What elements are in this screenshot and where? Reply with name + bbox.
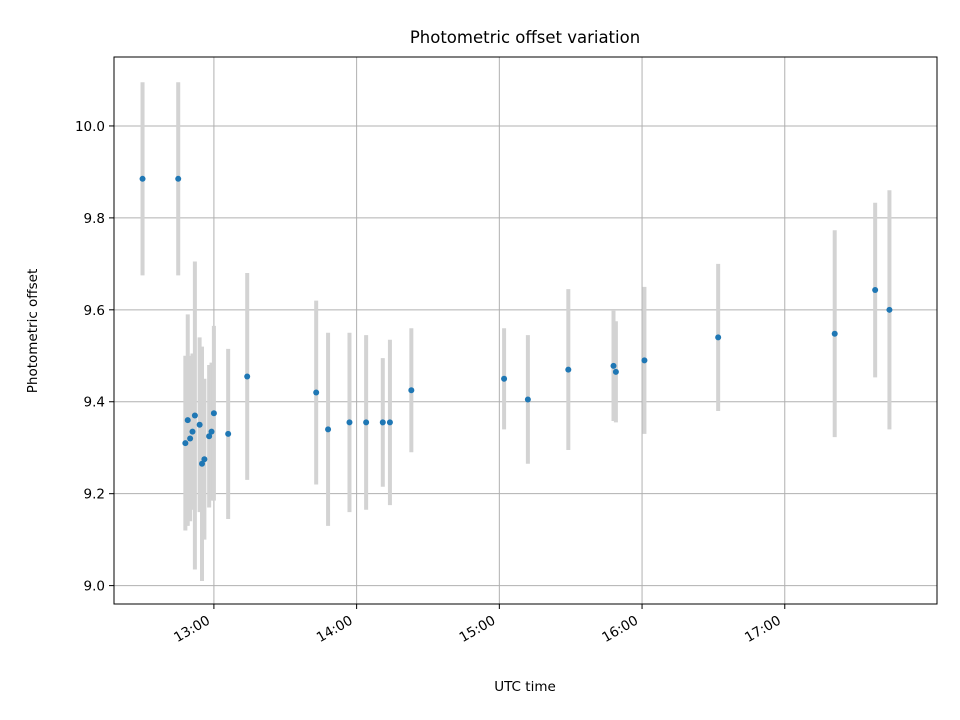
data-point xyxy=(189,428,196,435)
data-point xyxy=(313,389,320,396)
data-point xyxy=(872,287,879,294)
grid xyxy=(114,57,937,604)
y-axis-ticks: 9.0 9.2 9.4 9.6 9.8 10.0 xyxy=(75,119,114,595)
data-point xyxy=(346,419,353,426)
data-point xyxy=(196,421,203,428)
y-tick-label: 9.0 xyxy=(84,579,105,595)
data-point xyxy=(363,419,370,426)
y-axis-label: Photometric offset xyxy=(25,269,41,393)
y-tick-label: 9.2 xyxy=(84,487,105,503)
data-point xyxy=(184,417,191,424)
data-point xyxy=(175,175,182,182)
data-point xyxy=(139,175,146,182)
data-point xyxy=(831,330,838,337)
data-point xyxy=(201,456,208,463)
data-point xyxy=(408,387,415,394)
data-point xyxy=(610,362,617,369)
data-point xyxy=(182,440,189,447)
y-tick-label: 9.8 xyxy=(84,211,105,227)
x-axis-label: UTC time xyxy=(494,679,556,695)
data-point xyxy=(208,428,215,435)
x-tick-label: 14:00 xyxy=(314,613,356,646)
y-tick-label: 10.0 xyxy=(75,119,105,135)
data-point xyxy=(524,396,531,403)
data-point xyxy=(225,430,232,437)
data-point xyxy=(386,419,393,426)
x-tick-label: 16:00 xyxy=(599,613,641,646)
plot-frame xyxy=(113,56,938,605)
data-point xyxy=(199,460,206,467)
data-points xyxy=(139,175,893,467)
data-point xyxy=(187,435,194,442)
x-tick-label: 17:00 xyxy=(742,613,784,646)
x-tick-label: 15:00 xyxy=(457,613,499,646)
y-tick-label: 9.4 xyxy=(84,395,105,411)
chart-title: Photometric offset variation xyxy=(410,28,640,47)
data-point xyxy=(641,357,648,364)
data-point xyxy=(325,426,332,433)
y-tick-label: 9.6 xyxy=(84,303,105,319)
x-axis-ticks: 13:00 14:00 15:00 16:00 17:00 xyxy=(171,604,786,646)
data-point xyxy=(191,412,198,419)
data-point xyxy=(210,410,217,417)
data-point xyxy=(244,373,251,380)
data-point xyxy=(565,366,572,373)
data-point xyxy=(886,306,893,313)
data-point xyxy=(612,368,619,375)
error-bars xyxy=(140,82,892,582)
data-point xyxy=(206,433,213,440)
data-point xyxy=(715,334,722,341)
data-point xyxy=(501,375,508,382)
data-point xyxy=(379,419,386,426)
x-tick-label: 13:00 xyxy=(171,613,213,646)
